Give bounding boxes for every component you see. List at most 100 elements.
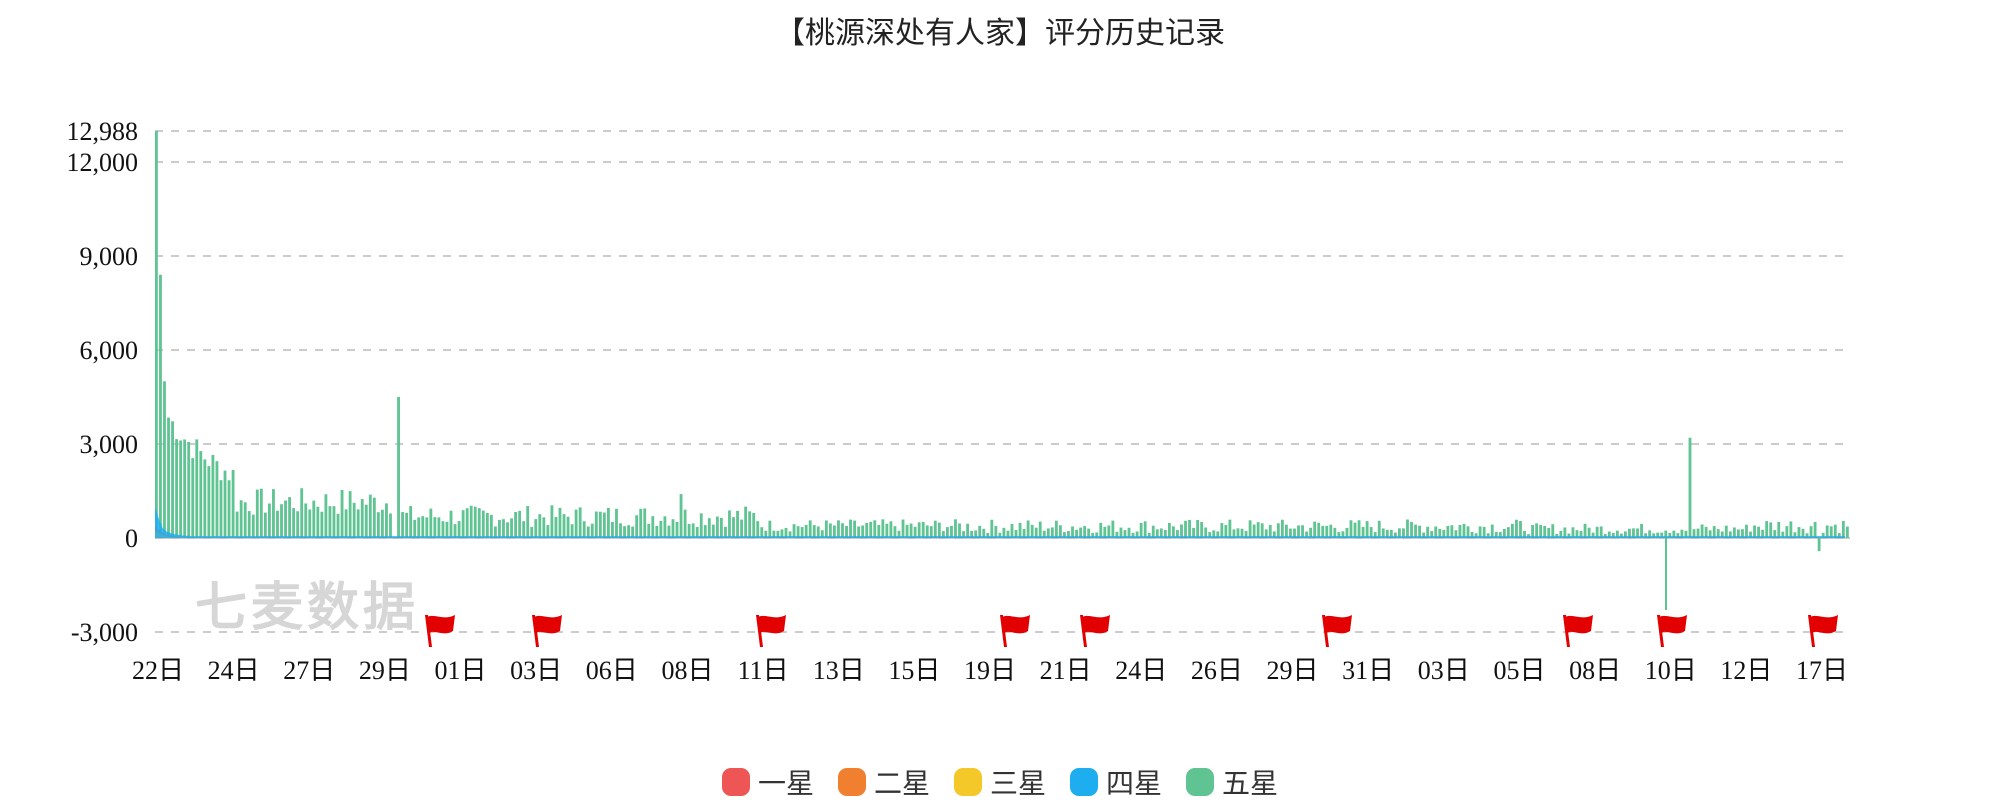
bar-five-star: [1010, 524, 1014, 538]
bar-five-star: [526, 506, 530, 538]
bar-five-star: [1555, 534, 1559, 538]
bar-five-star: [1527, 534, 1530, 538]
flag-marker[interactable]: [425, 615, 455, 647]
bar-five-star: [1377, 520, 1381, 538]
bar-five-star: [397, 396, 400, 538]
flag-marker[interactable]: [1080, 615, 1110, 647]
bar-five-star: [756, 521, 760, 538]
legend-item-one-star[interactable]: 一星: [721, 762, 814, 802]
bar-five-star: [1272, 531, 1276, 538]
bar-five-star: [340, 489, 344, 538]
legend-item-two-star[interactable]: 二星: [837, 762, 930, 802]
bar-five-star: [1591, 532, 1595, 538]
bar-five-star: [1809, 526, 1813, 538]
flag-marker[interactable]: [1563, 615, 1593, 647]
bar-five-star: [675, 521, 679, 538]
bar-five-star: [1716, 529, 1720, 538]
bar-five-star: [263, 512, 267, 538]
flag-marker[interactable]: [756, 615, 786, 647]
bar-five-star: [421, 516, 425, 538]
bar-five-star: [651, 516, 655, 538]
bar-five-star: [1280, 519, 1284, 538]
bar-five-star: [1672, 530, 1676, 538]
bar-five-star: [1018, 522, 1022, 538]
bar-five-star: [1099, 522, 1103, 538]
bar-five-star: [1293, 528, 1296, 538]
bar-five-star: [376, 512, 380, 538]
bar-five-star: [889, 521, 893, 538]
legend-item-five-star[interactable]: 五星: [1186, 762, 1278, 802]
bar-five-star: [514, 511, 517, 538]
bar-five-star: [728, 510, 731, 538]
bar-five-star: [1402, 528, 1405, 538]
bar-five-star: [381, 509, 384, 538]
bar-five-star: [1720, 531, 1724, 538]
bar-five-star: [251, 514, 255, 538]
bar-five-star: [457, 521, 461, 538]
bar-five-star: [1131, 532, 1135, 538]
flag-marker[interactable]: [1322, 615, 1352, 647]
bar-five-star: [1313, 521, 1317, 538]
bar-five-star: [1769, 522, 1773, 538]
bar-five-star: [199, 451, 203, 538]
bar-five-star: [1204, 527, 1208, 538]
bar-five-star: [1837, 533, 1841, 538]
bar-five-star: [441, 521, 445, 538]
legend-swatch: [1186, 768, 1215, 796]
bar-five-star: [1248, 520, 1252, 538]
x-tick-label: 22日: [132, 656, 184, 685]
bar-five-star: [1232, 529, 1236, 538]
bar-five-star: [1462, 523, 1466, 538]
bar-five-star: [941, 531, 945, 538]
bar-five-star: [1034, 527, 1038, 538]
bar-five-star: [1571, 527, 1575, 538]
y-tick-label: 12,000: [67, 148, 139, 177]
legend-item-four-star[interactable]: 四星: [1070, 762, 1162, 802]
x-tick-label: 13日: [813, 656, 865, 685]
flag-marker[interactable]: [532, 615, 562, 647]
legend-label: 三星: [989, 767, 1046, 800]
bar-five-star: [1749, 531, 1752, 538]
bar-five-star: [1155, 529, 1159, 538]
bar-five-star: [1474, 533, 1478, 538]
bar-five-star: [498, 519, 501, 538]
bar-five-star: [1075, 529, 1078, 538]
bar-five-star: [1224, 525, 1228, 538]
bar-five-star: [574, 509, 578, 538]
legend-label: 二星: [873, 767, 930, 800]
bar-five-star: [582, 521, 586, 538]
bar-five-star: [1640, 523, 1643, 538]
bar-five-star: [1184, 520, 1187, 538]
bar-five-star: [933, 520, 937, 538]
bar-five-star: [401, 512, 404, 538]
bar-five-star: [385, 503, 388, 538]
bar-five-star: [1006, 530, 1010, 538]
bar-five-star: [522, 521, 526, 538]
bar-five-star: [643, 508, 647, 538]
bar-five-star: [917, 522, 921, 538]
watermark-logo: 七麦数据: [195, 578, 420, 638]
bar-five-star: [1123, 530, 1127, 538]
bar-five-star: [239, 500, 243, 538]
flag-marker[interactable]: [1808, 615, 1838, 647]
flag-marker[interactable]: [1657, 615, 1687, 647]
bar-five-star: [861, 525, 865, 538]
bar-five-star: [433, 517, 437, 538]
bar-five-star: [921, 521, 925, 538]
flag-marker[interactable]: [1000, 615, 1030, 647]
bar-five-star: [171, 421, 174, 538]
bar-five-star: [465, 508, 469, 538]
bar-five-star: [627, 525, 630, 538]
bar-five-star: [1119, 527, 1123, 538]
legend-item-three-star[interactable]: 三星: [953, 762, 1046, 802]
bar-five-star: [1115, 531, 1119, 538]
x-tick-label: 11日: [738, 656, 789, 685]
bar-five-star: [203, 459, 207, 538]
bar-five-star: [598, 511, 602, 538]
bar-five-star: [748, 511, 752, 538]
bar-five-star: [954, 519, 957, 538]
bar-five-star: [473, 506, 477, 538]
bar-five-star: [808, 520, 812, 538]
bar-five-star: [409, 506, 413, 538]
bar-five-star: [1494, 531, 1498, 538]
